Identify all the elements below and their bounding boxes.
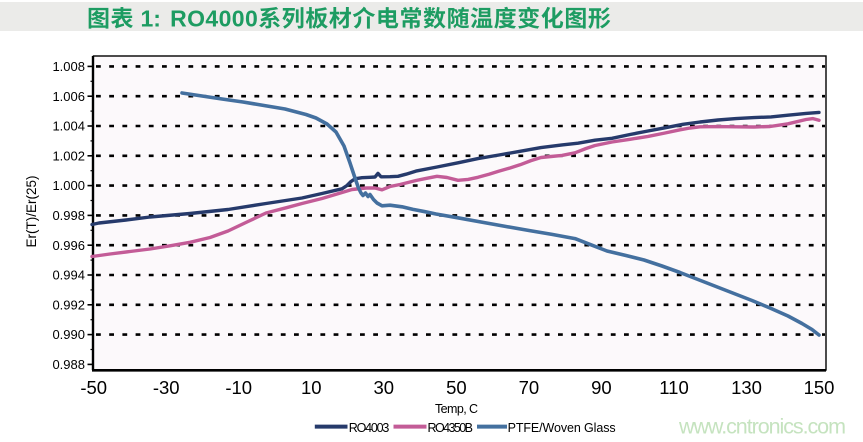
- svg-text:1.002: 1.002: [52, 148, 85, 163]
- svg-text:0: 0: [232, 6, 245, 32]
- svg-text:1.008: 1.008: [52, 59, 85, 74]
- svg-text:-30: -30: [153, 377, 180, 398]
- svg-text:www.cntronics.com: www.cntronics.com: [678, 415, 846, 439]
- svg-text:Temp, C: Temp, C: [435, 402, 478, 416]
- svg-text:O: O: [187, 6, 205, 32]
- svg-text:70: 70: [519, 377, 540, 398]
- svg-text:1.004: 1.004: [52, 119, 85, 134]
- svg-text:0.994: 0.994: [52, 268, 85, 283]
- svg-text:4: 4: [205, 6, 218, 32]
- svg-text:110: 110: [659, 377, 689, 398]
- svg-text:130: 130: [731, 377, 762, 398]
- svg-text:1.006: 1.006: [52, 89, 85, 104]
- svg-text:1:: 1:: [134, 6, 174, 32]
- svg-text:30: 30: [374, 377, 395, 398]
- svg-text:0.992: 0.992: [52, 297, 85, 312]
- svg-text:R: R: [170, 6, 187, 32]
- svg-text:0.988: 0.988: [52, 357, 85, 372]
- svg-text:0.996: 0.996: [52, 238, 85, 253]
- svg-text:50: 50: [446, 377, 467, 398]
- svg-text:0: 0: [219, 6, 232, 32]
- svg-text:0.998: 0.998: [52, 208, 85, 223]
- svg-text:PTFE/Woven Glass: PTFE/Woven Glass: [508, 421, 616, 435]
- svg-text:1.000: 1.000: [52, 178, 85, 193]
- svg-text:0: 0: [245, 6, 258, 32]
- svg-text:RO4350B: RO4350B: [428, 421, 474, 435]
- svg-text:-10: -10: [225, 377, 252, 398]
- svg-text:-50: -50: [80, 377, 107, 398]
- svg-text:RO4003: RO4003: [349, 421, 390, 435]
- svg-text:90: 90: [591, 377, 612, 398]
- svg-text:10: 10: [301, 377, 322, 398]
- svg-text:Er(T)/Er(25): Er(T)/Er(25): [24, 176, 39, 248]
- svg-text:0.990: 0.990: [52, 327, 85, 342]
- svg-text:150: 150: [804, 377, 835, 398]
